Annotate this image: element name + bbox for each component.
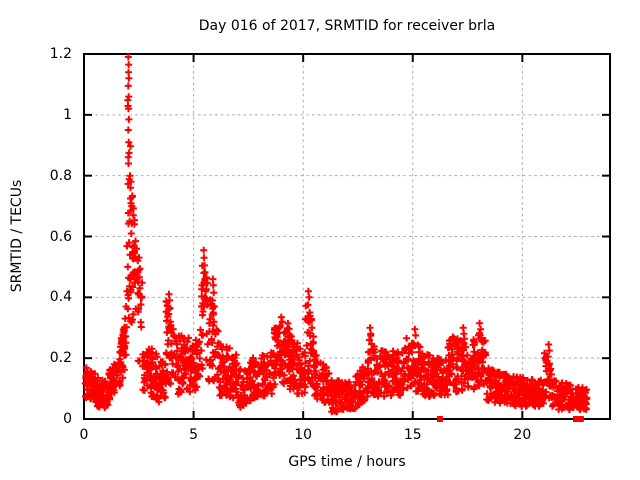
plot-border [83, 53, 611, 420]
x-tick-label: 15 [403, 427, 422, 443]
chart-title-text: Day 016 of 2017, SRMTID for receiver brl… [198, 18, 496, 34]
y-tick-label: 0.2 [49, 350, 72, 367]
data-points [81, 53, 591, 416]
x-tick-label: 5 [189, 427, 199, 443]
flag-square [577, 416, 584, 422]
y-tick-label: 1 [63, 106, 72, 123]
x-tick-label: 10 [294, 427, 313, 443]
y-tick-label: 0 [63, 411, 72, 427]
y-tick-label: 0.6 [49, 228, 72, 245]
y-tick-label: 0.8 [49, 167, 72, 184]
flag-square [436, 416, 443, 422]
x-tick-label: 0 [79, 427, 89, 443]
y-tick-label: 0.4 [49, 289, 72, 306]
x-tick-label: 20 [513, 427, 532, 443]
flag-square [573, 416, 580, 422]
y-tick-label: 1.2 [49, 46, 72, 62]
x-axis-label-text: GPS time / hours [288, 454, 406, 470]
